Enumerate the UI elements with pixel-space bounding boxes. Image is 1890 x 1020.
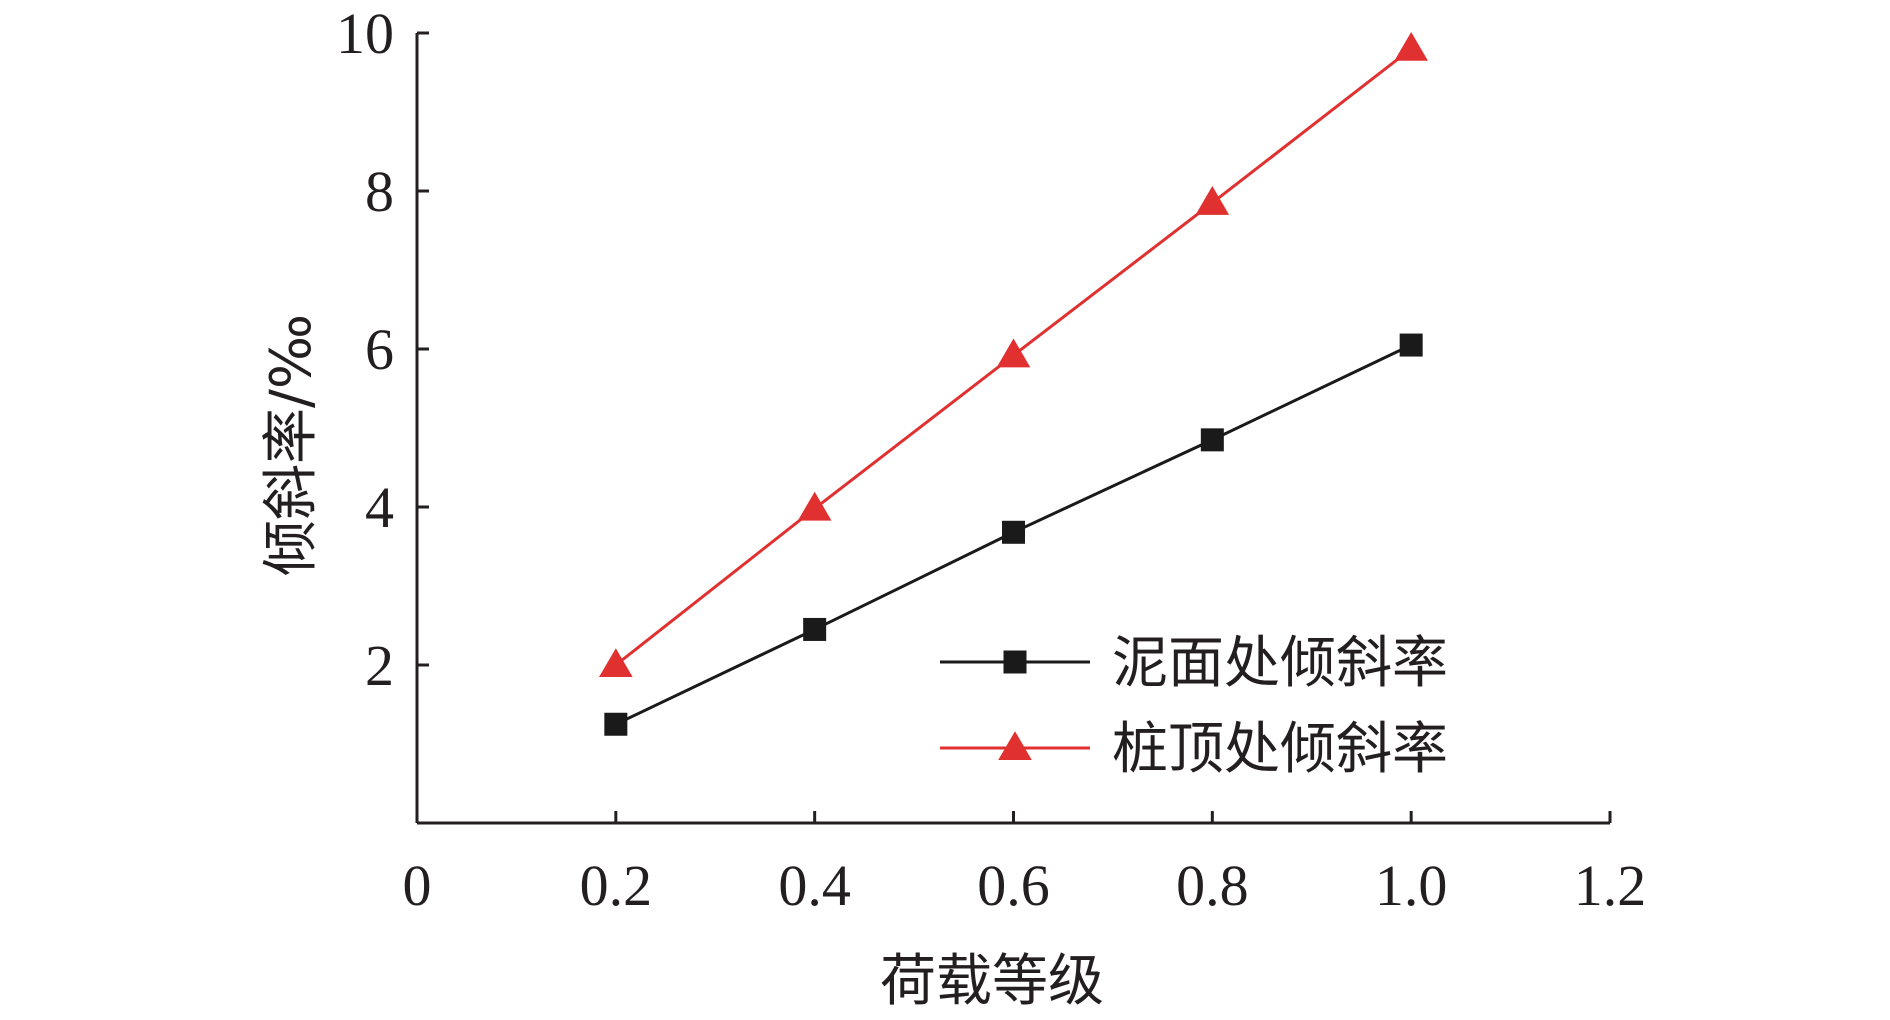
x-tick-label: 0	[403, 853, 432, 918]
ticks: 0 0.2 0.4 0.6 0.8 1.0 1.2 2 4 6 8 10	[336, 1, 1646, 918]
y-tick-label: 6	[365, 317, 394, 382]
data-point	[1195, 186, 1230, 215]
x-tick-label: 0.8	[1176, 853, 1249, 918]
x-tick-label: 1.2	[1574, 853, 1647, 918]
legend-marker	[998, 731, 1032, 760]
series-1	[604, 333, 1423, 736]
y-tick-label: 2	[365, 633, 394, 698]
axes	[415, 33, 1610, 825]
data-point	[797, 491, 832, 521]
x-axis-label: 荷载等级	[880, 949, 1104, 1014]
data-point	[604, 712, 628, 736]
x-tick-label: 0.4	[778, 853, 851, 918]
series	[599, 32, 1428, 736]
data-point	[996, 338, 1031, 368]
y-axis-label: 倾斜率/‰	[259, 314, 324, 576]
x-tick-label: 0.6	[977, 853, 1050, 918]
data-point	[1002, 520, 1025, 544]
legend-marker	[1003, 650, 1027, 674]
legend-label: 桩顶处倾斜率	[1112, 717, 1448, 782]
data-point	[1394, 32, 1428, 61]
legend-label: 泥面处倾斜率	[1112, 631, 1448, 696]
y-tick-label: 4	[365, 475, 394, 540]
legend-item: 桩顶处倾斜率	[940, 717, 1448, 782]
series-2	[599, 32, 1428, 677]
data-point	[599, 648, 633, 677]
legend-item: 泥面处倾斜率	[940, 631, 1448, 696]
data-point	[803, 617, 827, 641]
x-tick-label: 1.0	[1375, 853, 1448, 918]
data-point	[1200, 428, 1224, 452]
y-tick-label: 10	[336, 1, 394, 66]
x-tick-label: 0.2	[580, 853, 653, 918]
data-point	[1399, 333, 1423, 357]
y-tick-label: 8	[365, 159, 394, 224]
